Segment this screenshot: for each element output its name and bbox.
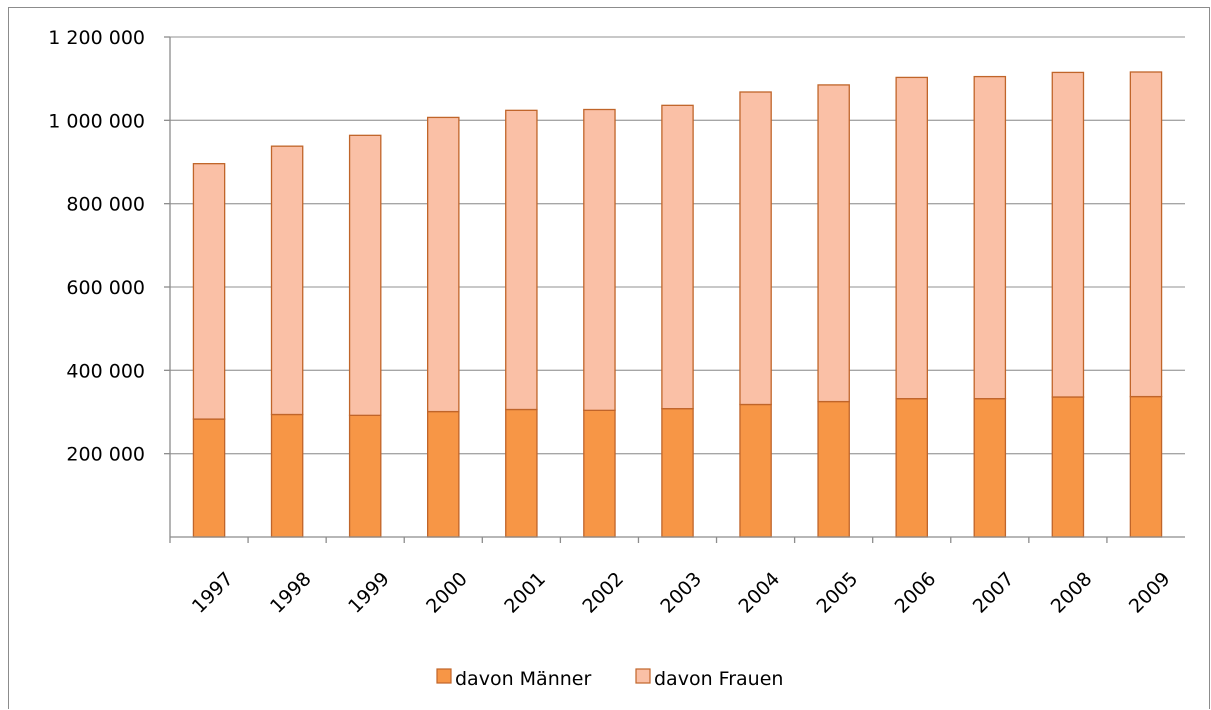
bar-maenner-2005 bbox=[817, 400, 850, 538]
y-tick-label: 200 000 bbox=[66, 444, 145, 466]
bar-maenner-2000 bbox=[427, 410, 460, 538]
bar-maenner-1997 bbox=[192, 418, 226, 538]
x-tick-label: 2003 bbox=[656, 568, 706, 618]
legend-label-frauen: davon Frauen bbox=[654, 668, 783, 690]
legend-label-maenner: davon Männer bbox=[455, 668, 591, 690]
bar-maenner-2004 bbox=[739, 403, 772, 538]
y-tick-label: 1 200 000 bbox=[48, 27, 145, 49]
x-tick-label: 2008 bbox=[1047, 568, 1097, 618]
y-tick-label: 1 000 000 bbox=[48, 110, 145, 132]
x-tick-label: 1998 bbox=[266, 568, 316, 618]
bar-maenner-1998 bbox=[270, 413, 304, 538]
bar-frauen-2008 bbox=[1051, 71, 1085, 398]
legend: davon Männer davon Frauen bbox=[436, 668, 783, 690]
bar-frauen-1998 bbox=[270, 145, 304, 416]
bar-maenner-2007 bbox=[973, 398, 1007, 538]
y-axis: 200 000 400 000 600 000 800 000 1 000 000 1 2… bbox=[48, 27, 171, 537]
bar-frauen-2009 bbox=[1129, 71, 1163, 398]
legend-swatch-maenner bbox=[436, 668, 452, 684]
bar-maenner-2006 bbox=[895, 398, 928, 538]
x-tick-label: 2006 bbox=[891, 568, 941, 618]
x-tick-label: 2000 bbox=[422, 568, 472, 618]
bar-frauen-2005 bbox=[817, 84, 850, 403]
x-tick-label: 1999 bbox=[344, 568, 394, 618]
bar-frauen-1997 bbox=[192, 163, 226, 420]
y-tick-label: 800 000 bbox=[66, 194, 145, 216]
bar-maenner-2001 bbox=[505, 408, 538, 538]
bar-frauen-2006 bbox=[895, 76, 928, 400]
bar-frauen-1999 bbox=[348, 134, 382, 416]
bar-maenner-2002 bbox=[583, 409, 616, 538]
legend-swatch-frauen bbox=[635, 668, 651, 684]
x-axis: 1997 1998 1999 2000 2001 2002 2003 2004 2005 2006… bbox=[169, 536, 1185, 618]
bar-maenner-2003 bbox=[661, 408, 694, 538]
x-tick-label: 2004 bbox=[734, 568, 784, 618]
x-tick-label: 2002 bbox=[578, 568, 628, 618]
y-tick-label: 400 000 bbox=[66, 360, 145, 382]
bars bbox=[192, 71, 1163, 538]
bar-maenner-1999 bbox=[348, 414, 382, 538]
bar-maenner-2008 bbox=[1051, 396, 1085, 538]
x-tick-label: 2009 bbox=[1125, 568, 1175, 618]
bar-frauen-2007 bbox=[973, 75, 1007, 400]
x-tick-label: 2007 bbox=[969, 568, 1019, 618]
x-tick-label: 1997 bbox=[188, 568, 238, 618]
bar-frauen-2000 bbox=[427, 116, 460, 413]
bar-maenner-2009 bbox=[1129, 395, 1163, 538]
bar-frauen-2004 bbox=[739, 91, 772, 406]
bar-frauen-2003 bbox=[661, 104, 694, 410]
bar-frauen-2002 bbox=[583, 108, 616, 411]
x-tick-label: 2005 bbox=[813, 568, 863, 618]
y-tick-label: 600 000 bbox=[66, 277, 145, 299]
bar-frauen-2001 bbox=[505, 109, 538, 411]
x-tick-label: 2001 bbox=[500, 568, 550, 618]
